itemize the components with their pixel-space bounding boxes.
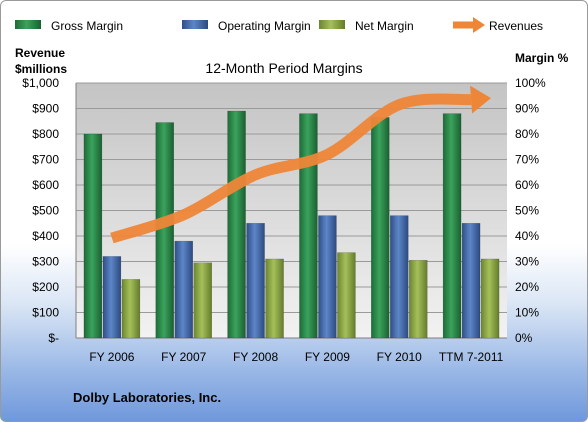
chart-title: 12-Month Period Margins [205, 60, 362, 76]
left-tick-label: $200 [32, 280, 59, 294]
revenues-line-path [110, 93, 472, 244]
right-tick-label: 0% [515, 331, 533, 345]
right-tick-label: 100% [515, 76, 546, 90]
x-axis-ticks: FY 2006 FY 2007 FY 2008 FY 2009 FY 2010 TTM 7… [89, 350, 503, 364]
gross-margin-legend-swatch [15, 20, 41, 29]
net-margin-legend-label: Net Margin [355, 19, 414, 33]
gross-margin-bar [155, 122, 174, 339]
gross-margin-bar [227, 110, 246, 339]
gridlines [75, 82, 507, 339]
net-margin-bar [480, 258, 500, 339]
operating-margin-legend-swatch [182, 20, 208, 29]
right-tick-label: 50% [515, 204, 539, 218]
left-tick-label: $100 [32, 306, 59, 320]
operating-margin-bar [174, 240, 193, 339]
gross-margin-bar [83, 133, 103, 339]
revenues-legend-arrowhead [473, 17, 485, 33]
left-tick-label: $700 [32, 153, 59, 167]
bar-series [83, 110, 500, 339]
company-name: Dolby Laboratories, Inc. [73, 390, 221, 405]
right-tick-label: 90% [515, 102, 539, 116]
operating-margin-bar [102, 256, 122, 339]
left-tick-label: $400 [32, 229, 59, 243]
right-tick-label: 20% [515, 280, 539, 294]
operating-margin-legend-label: Operating Margin [218, 19, 311, 33]
operating-margin-bar [246, 223, 265, 339]
left-tick-label: $800 [32, 127, 59, 141]
left-tick-label: $- [48, 331, 59, 345]
operating-margin-bar [461, 223, 481, 339]
net-margin-bar [193, 262, 212, 339]
x-tick-label: FY 2007 [161, 350, 206, 364]
x-tick-label: TTM 7-2011 [439, 350, 504, 364]
right-tick-label: 30% [515, 255, 539, 269]
left-axis-label-line2: $millions [15, 62, 67, 76]
net-margin-legend-swatch [319, 20, 345, 29]
operating-margin-bar [390, 215, 409, 339]
right-tick-label: 40% [515, 229, 539, 243]
left-tick-label: $300 [32, 255, 59, 269]
x-tick-label: FY 2010 [377, 350, 422, 364]
gross-margin-bar [442, 113, 462, 339]
left-axis-ticks: $- $100 $200 $300 $400 $500 $600 $700 $800 $900 $1… [22, 76, 59, 345]
gross-margin-bar [371, 117, 390, 339]
revenues-legend-label: Revenues [489, 19, 543, 33]
right-tick-label: 60% [515, 178, 539, 192]
left-tick-label: $500 [32, 204, 59, 218]
x-tick-label: FY 2009 [305, 350, 350, 364]
right-tick-label: 10% [515, 306, 539, 320]
gross-margin-legend-label: Gross Margin [51, 19, 123, 33]
x-tick-label: FY 2008 [233, 350, 278, 364]
right-tick-label: 80% [515, 127, 539, 141]
operating-margin-bar [318, 215, 337, 339]
gross-margin-bar [299, 113, 318, 339]
right-tick-label: 70% [515, 153, 539, 167]
net-margin-bar [121, 279, 141, 339]
net-margin-bar [265, 258, 284, 339]
left-tick-label: $1,000 [22, 76, 59, 90]
net-margin-bar [409, 259, 428, 339]
revenues-arrowhead [470, 85, 492, 114]
left-tick-label: $600 [32, 178, 59, 192]
left-axis-label-line1: Revenue [15, 46, 65, 60]
net-margin-bar [337, 252, 356, 339]
right-axis-ticks: 0% 10% 20% 30% 40% 50% 60% 70% 80% 90% 100% [515, 76, 546, 345]
chart-legend: Gross Margin Operating Margin Net Margin Re… [15, 17, 543, 33]
x-tick-label: FY 2006 [89, 350, 134, 364]
right-axis-label: Margin % [515, 51, 569, 65]
left-tick-label: $900 [32, 102, 59, 116]
revenues-line [110, 85, 492, 244]
